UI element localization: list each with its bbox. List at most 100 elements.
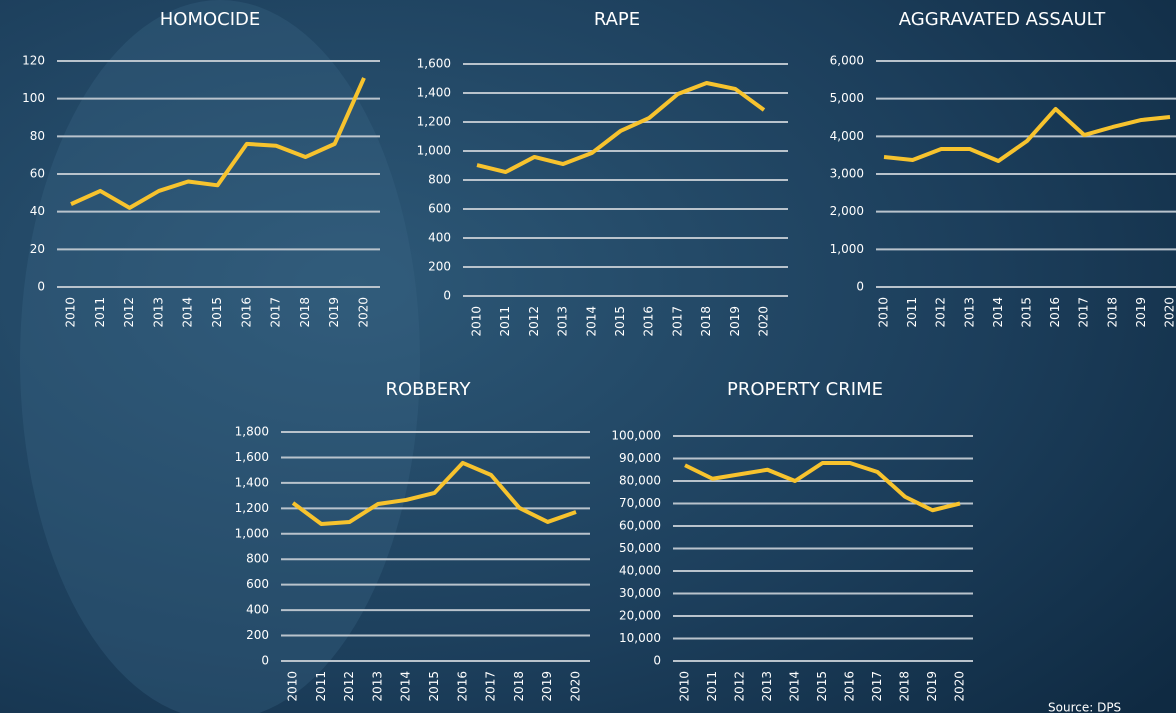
x-tick-label: 2015 — [613, 306, 627, 337]
data-line — [291, 460, 577, 526]
chart-title: ROBBERY — [385, 379, 471, 400]
x-tick-label: 2012 — [934, 297, 948, 328]
x-tick-label: 2010 — [678, 671, 692, 702]
y-tick-label: 400 — [246, 603, 269, 617]
chart-title: PROPERTY CRIME — [727, 379, 883, 400]
y-tick-label: 0 — [261, 654, 269, 668]
x-tick-label: 2014 — [788, 671, 802, 702]
y-tick-label: 0 — [653, 654, 661, 668]
x-tick-label: 2011 — [498, 306, 512, 337]
x-tick-label: 2018 — [898, 671, 912, 702]
y-tick-label: 60,000 — [619, 519, 661, 533]
x-tick-label: 2013 — [370, 671, 384, 702]
x-tick-label: 2014 — [991, 297, 1005, 328]
x-tick-label: 2013 — [556, 306, 570, 337]
x-tick-label: 2010 — [64, 297, 78, 328]
chart-title: RAPE — [594, 9, 640, 30]
x-tick-label: 2010 — [470, 306, 484, 337]
x-tick-label: 2015 — [1020, 297, 1034, 328]
data-line — [476, 80, 766, 175]
y-tick-label: 4,000 — [830, 129, 864, 143]
x-tick-label: 2019 — [327, 297, 341, 328]
y-tick-label: 1,000 — [830, 242, 864, 256]
x-tick-label: 2016 — [1048, 297, 1062, 328]
x-tick-label: 2017 — [870, 671, 884, 702]
y-tick-label: 40,000 — [619, 564, 661, 578]
x-tick-label: 2014 — [399, 671, 413, 702]
chart-title: AGGRAVATED ASSAULT — [899, 9, 1106, 30]
x-tick-label: 2017 — [269, 297, 283, 328]
y-tick-label: 50,000 — [619, 541, 661, 555]
y-tick-label: 90,000 — [619, 451, 661, 465]
x-tick-label: 2019 — [540, 671, 554, 702]
x-tick-label: 2017 — [670, 306, 684, 337]
x-tick-label: 2015 — [815, 671, 829, 702]
statue-shape — [20, 0, 420, 713]
y-tick-label: 100,000 — [611, 429, 661, 443]
x-tick-label: 2015 — [210, 297, 224, 328]
x-tick-label: 2020 — [1163, 297, 1176, 328]
x-tick-label: 2018 — [699, 306, 713, 337]
y-tick-label: 70,000 — [619, 496, 661, 510]
x-tick-label: 2016 — [455, 671, 469, 702]
chart-title: HOMOCIDE — [160, 9, 261, 30]
y-tick-label: 120 — [22, 54, 45, 68]
y-tick-label: 1,000 — [417, 144, 451, 158]
y-tick-label: 800 — [428, 173, 451, 187]
y-tick-label: 2,000 — [830, 204, 864, 218]
y-tick-label: 0 — [443, 289, 451, 303]
y-tick-label: 200 — [246, 628, 269, 642]
x-tick-label: 2018 — [512, 671, 526, 702]
x-tick-label: 2018 — [298, 297, 312, 328]
x-tick-label: 2012 — [122, 297, 136, 328]
x-tick-label: 2013 — [962, 297, 976, 328]
x-tick-label: 2016 — [642, 306, 656, 337]
x-tick-label: 2016 — [239, 297, 253, 328]
y-tick-label: 1,600 — [235, 450, 269, 464]
y-tick-label: 1,400 — [235, 475, 269, 489]
x-tick-label: 2011 — [905, 297, 919, 328]
y-tick-label: 10,000 — [619, 631, 661, 645]
y-tick-label: 1,800 — [235, 425, 269, 439]
y-tick-label: 100 — [22, 91, 45, 105]
x-tick-label: 2020 — [357, 297, 371, 328]
y-tick-label: 400 — [428, 231, 451, 245]
x-tick-label: 2016 — [843, 671, 857, 702]
data-line — [684, 461, 961, 513]
y-tick-label: 600 — [428, 202, 451, 216]
x-tick-label: 2019 — [728, 306, 742, 337]
y-tick-label: 200 — [428, 260, 451, 274]
y-tick-label: 1,200 — [235, 501, 269, 515]
y-tick-label: 600 — [246, 577, 269, 591]
x-tick-label: 2019 — [925, 671, 939, 702]
x-tick-label: 2014 — [584, 306, 598, 337]
x-tick-label: 2013 — [760, 671, 774, 702]
x-tick-label: 2012 — [527, 306, 541, 337]
x-tick-label: 2018 — [1105, 297, 1119, 328]
x-tick-label: 2012 — [733, 671, 747, 702]
y-tick-label: 80,000 — [619, 474, 661, 488]
data-line — [883, 106, 1171, 164]
x-tick-label: 2010 — [286, 671, 300, 702]
y-tick-label: 1,600 — [417, 57, 451, 71]
x-tick-label: 2019 — [1134, 297, 1148, 328]
x-tick-label: 2013 — [151, 297, 165, 328]
y-tick-label: 20,000 — [619, 609, 661, 623]
x-tick-label: 2011 — [705, 671, 719, 702]
y-tick-label: 0 — [856, 280, 864, 294]
y-tick-label: 5,000 — [830, 91, 864, 105]
x-tick-label: 2015 — [427, 671, 441, 702]
source: Source: DPS — [1048, 701, 1121, 713]
y-tick-label: 20 — [30, 242, 45, 256]
y-tick-label: 60 — [30, 167, 45, 181]
y-tick-label: 1,000 — [235, 526, 269, 540]
x-tick-label: 2011 — [314, 671, 328, 702]
y-tick-label: 1,400 — [417, 86, 451, 100]
x-tick-label: 2012 — [342, 671, 356, 702]
x-tick-label: 2020 — [757, 306, 771, 337]
x-tick-label: 2017 — [1077, 297, 1091, 328]
x-tick-label: 2020 — [569, 671, 583, 702]
